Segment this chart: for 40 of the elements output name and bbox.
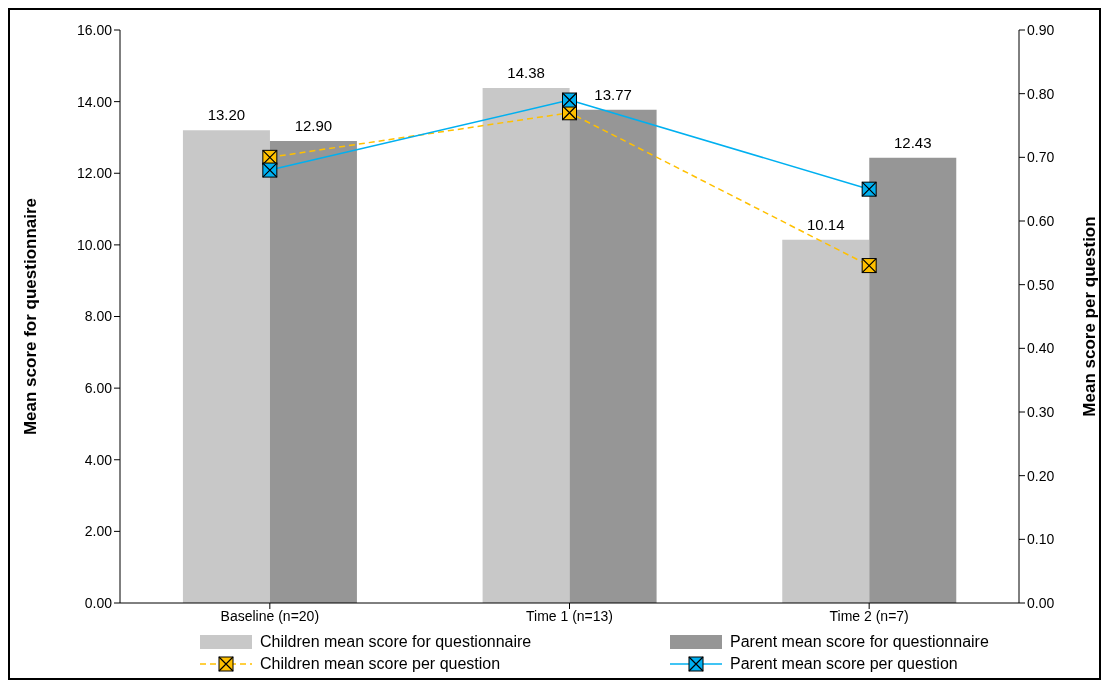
x-tick-label: Baseline (n=20) <box>220 607 320 624</box>
y-tick-label: 4.00 <box>84 451 113 468</box>
data-label: 10.14 <box>806 215 845 233</box>
bar <box>182 130 270 603</box>
y2-tick-label: 0.80 <box>1027 85 1055 102</box>
data-label: 12.43 <box>893 133 932 151</box>
y-tick-label: 0.00 <box>84 594 113 611</box>
legend-label: Parent mean score per question <box>730 655 958 673</box>
y2-tick-label: 0.30 <box>1027 403 1055 420</box>
y2-tick-label: 0.90 <box>1027 21 1055 38</box>
y-tick-label: 10.00 <box>76 236 113 253</box>
y-tick-label: 14.00 <box>76 93 113 110</box>
y2-tick-label: 0.00 <box>1027 594 1055 611</box>
y-tick-label: 2.00 <box>84 523 113 540</box>
legend-label: Parent mean score for questionnaire <box>730 633 989 651</box>
legend-label: Children mean score for questionnaire <box>260 633 532 651</box>
bar <box>269 141 357 603</box>
bar <box>782 239 870 603</box>
y2-tick-label: 0.60 <box>1027 212 1055 229</box>
y-tick-label: 12.00 <box>76 165 113 182</box>
y2-tick-label: 0.50 <box>1027 276 1055 293</box>
data-label: 13.77 <box>594 85 632 103</box>
data-label: 13.20 <box>207 106 246 124</box>
bar <box>482 88 570 603</box>
bar <box>569 109 657 603</box>
y-tick-label: 8.00 <box>84 308 113 325</box>
data-label: 14.38 <box>507 64 545 82</box>
y2-tick-label: 0.20 <box>1027 467 1055 484</box>
legend-label: Children mean score per question <box>260 655 501 673</box>
y2-axis-title: Mean score per question <box>1080 216 1100 417</box>
y2-tick-label: 0.10 <box>1027 531 1055 548</box>
y-tick-label: 16.00 <box>76 21 113 38</box>
y-axis-title: Mean score for questionnaire <box>21 197 41 436</box>
y-tick-label: 6.00 <box>84 380 113 397</box>
y2-tick-label: 0.70 <box>1027 149 1055 166</box>
bar <box>869 157 957 603</box>
x-tick-label: Time 1 (n=13) <box>525 607 614 624</box>
x-tick-label: Time 2 (n=7) <box>829 607 909 624</box>
y2-tick-label: 0.40 <box>1027 340 1055 357</box>
data-label: 12.90 <box>294 117 333 135</box>
